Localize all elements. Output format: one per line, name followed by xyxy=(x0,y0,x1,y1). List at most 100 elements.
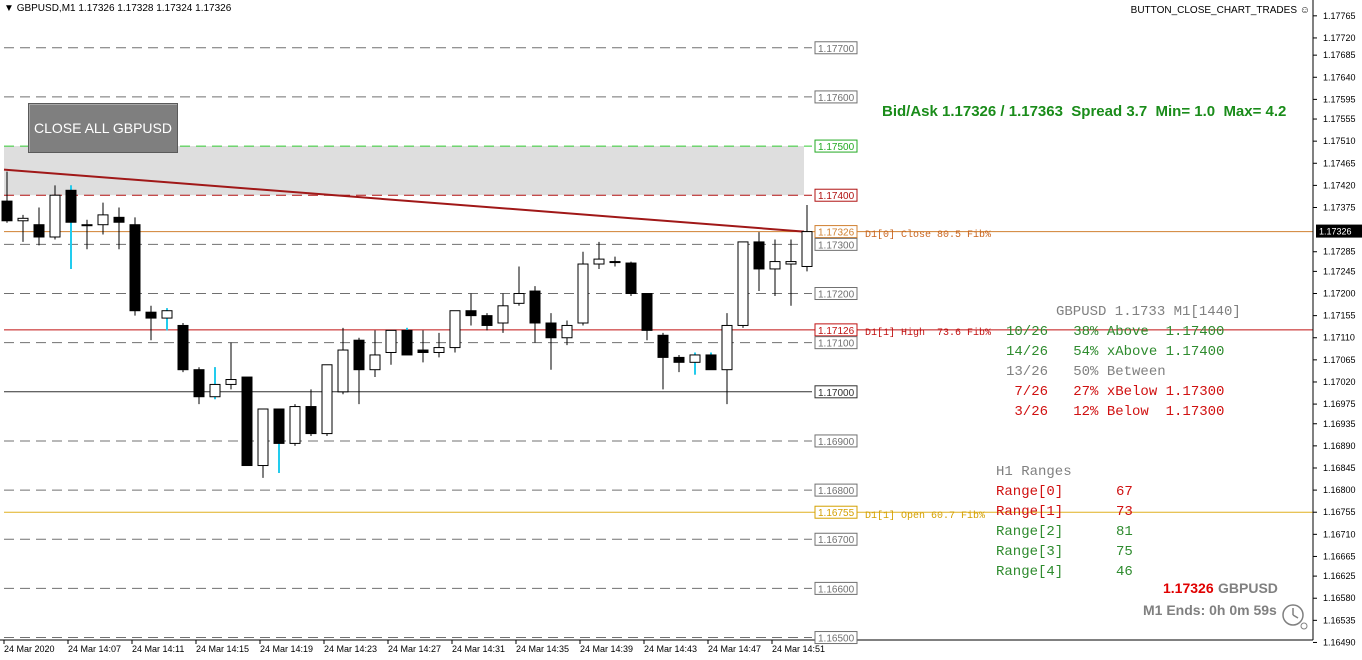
note-d1-open: D1[1] Open 60.7 Fib% xyxy=(865,511,986,522)
candle-body xyxy=(721,324,733,371)
time-tick-label: 24 Mar 14:43 xyxy=(644,644,697,654)
level-label: 1.17700 xyxy=(818,44,855,55)
candle xyxy=(97,202,109,235)
ranges-header: H1 Ranges xyxy=(996,464,1072,480)
chart-title: ▼ GBPUSD,M1 1.17326 1.17328 1.17324 1.17… xyxy=(4,3,231,14)
price-tick-label: 1.17110 xyxy=(1323,333,1355,343)
price-tick-label: 1.17465 xyxy=(1323,158,1356,168)
candle xyxy=(609,256,621,267)
candle-body xyxy=(81,224,93,227)
candle-body xyxy=(433,347,445,353)
price-tick-label: 1.16665 xyxy=(1323,551,1356,561)
candle-body xyxy=(577,263,589,324)
level-label-box xyxy=(814,139,858,153)
time-tick-label: 24 Mar 14:11 xyxy=(132,644,184,654)
candle xyxy=(353,337,365,405)
level-label-box xyxy=(814,385,858,399)
price-tick-label: 1.17510 xyxy=(1323,136,1356,146)
level-label: 1.16600 xyxy=(818,584,855,595)
timer-price: 1.17326 xyxy=(1163,580,1214,596)
candle-body xyxy=(417,349,429,353)
candle xyxy=(145,305,157,341)
range-value: 75 xyxy=(1116,544,1133,560)
candle xyxy=(417,330,429,363)
price-tick-label: 1.16625 xyxy=(1323,571,1356,581)
candle xyxy=(577,251,589,326)
candle xyxy=(49,185,61,240)
candle xyxy=(801,205,813,272)
candle-body xyxy=(657,334,669,358)
candle-body xyxy=(561,324,573,339)
candle xyxy=(385,329,397,365)
stats-row: 14/26 54% xAbove 1.17400 xyxy=(1006,344,1225,360)
close-all-button[interactable]: CLOSE ALL GBPUSD xyxy=(28,103,178,153)
stats-row: 13/26 50% Between xyxy=(1006,364,1166,380)
price-tick-label: 1.16975 xyxy=(1323,399,1356,409)
candle xyxy=(497,293,509,333)
range-value: 73 xyxy=(1116,504,1133,520)
candle-body xyxy=(305,406,317,435)
time-tick-label: 24 Mar 14:15 xyxy=(196,644,249,654)
candle xyxy=(449,310,461,353)
range-label: Range[4] xyxy=(996,564,1064,580)
level-label: 1.16800 xyxy=(818,486,855,497)
time-tick-label: 24 Mar 14:31 xyxy=(452,644,505,654)
time-tick-label: 24 Mar 2020 xyxy=(4,644,55,654)
timer-ends: M1 Ends: 0h 0m 59s xyxy=(1143,602,1277,618)
candle xyxy=(33,207,45,246)
level-label-box xyxy=(814,532,858,546)
level-label: 1.16700 xyxy=(818,535,855,546)
range-label: Range[2] xyxy=(996,524,1064,540)
candle-body xyxy=(241,376,253,467)
trend-line xyxy=(3,168,805,233)
candle-body xyxy=(497,305,509,324)
resistance-zone xyxy=(4,146,804,196)
chart-menu-icon[interactable]: ▼ xyxy=(4,3,14,14)
script-label: BUTTON_CLOSE_CHART_TRADES ☺ xyxy=(1131,5,1310,16)
price-tick-label: 1.16535 xyxy=(1323,615,1356,625)
candle-body xyxy=(769,261,781,270)
price-tick-label: 1.17326 xyxy=(1319,227,1352,237)
level-label: 1.17326 xyxy=(818,228,855,239)
candle xyxy=(369,330,381,378)
level-label: 1.17100 xyxy=(818,339,855,350)
price-tick-label: 1.17765 xyxy=(1323,11,1356,21)
candle xyxy=(193,367,205,405)
candle-body xyxy=(481,315,493,326)
candle xyxy=(113,207,125,250)
bid-ask-info: Bid/Ask 1.17326 / 1.17363 Spread 3.7 Min… xyxy=(882,103,1287,120)
candle-body xyxy=(65,189,77,223)
candle-body xyxy=(593,258,605,265)
price-tick-label: 1.17720 xyxy=(1323,33,1356,43)
time-tick-label: 24 Mar 14:19 xyxy=(260,644,313,654)
candle xyxy=(529,286,541,343)
level-label: 1.17300 xyxy=(818,240,855,251)
price-tick-label: 1.17555 xyxy=(1323,114,1356,124)
range-value: 81 xyxy=(1116,524,1133,540)
level-label-box xyxy=(814,287,858,301)
time-tick-label: 24 Mar 14:07 xyxy=(68,644,121,654)
price-tick-label: 1.16845 xyxy=(1323,463,1356,473)
level-label-box xyxy=(814,188,858,202)
clock-icon xyxy=(1282,604,1308,630)
level-label-box xyxy=(814,483,858,497)
candle-body xyxy=(513,293,525,304)
price-tick-label: 1.17200 xyxy=(1323,289,1356,299)
level-label-box xyxy=(814,336,858,350)
candle-body xyxy=(369,354,381,371)
candle xyxy=(305,389,317,437)
price-tick-label: 1.17375 xyxy=(1323,203,1356,213)
candle-body xyxy=(97,214,109,226)
candle xyxy=(561,320,573,346)
candle xyxy=(17,214,29,242)
candle-body xyxy=(257,408,269,467)
candle-body xyxy=(641,293,653,331)
level-label-box xyxy=(814,631,858,645)
range-value: 46 xyxy=(1116,564,1133,580)
script-name: BUTTON_CLOSE_CHART_TRADES xyxy=(1130,5,1297,16)
price-tick-label: 1.17155 xyxy=(1323,311,1356,321)
candle-body xyxy=(321,364,333,435)
level-label: 1.16900 xyxy=(818,437,855,448)
level-label-box xyxy=(814,434,858,448)
